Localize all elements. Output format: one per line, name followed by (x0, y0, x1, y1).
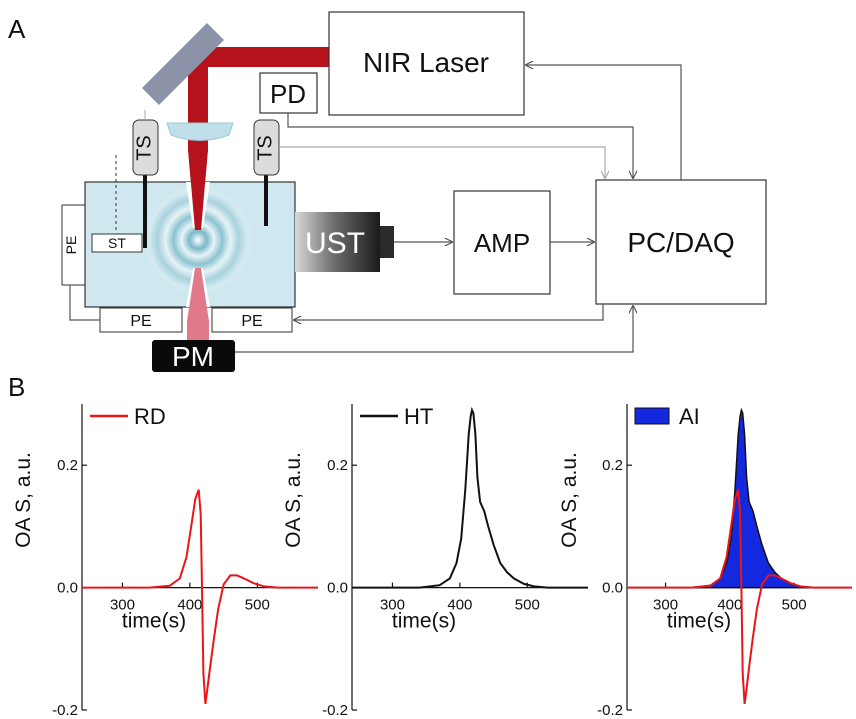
legend-label: HT (404, 404, 433, 429)
legend-label: AI (679, 404, 700, 429)
pc-daq-label: PC/DAQ (627, 227, 734, 258)
y-tick-label: 0.2 (327, 457, 348, 474)
y-axis-label: OA S, a.u. (282, 452, 305, 548)
pe-side-label: PE (63, 236, 79, 255)
pe-bottom-left-label: PE (130, 313, 151, 330)
panel-a-label: A (8, 14, 26, 44)
x-axis-label: time(s) (122, 610, 186, 633)
legend-label: RD (134, 404, 166, 429)
pe-bottom-right-label: PE (241, 313, 262, 330)
chart-rd: -0.2 0.0 0.2 300 400 500 time(s) OA S, a.u. RD (12, 404, 318, 719)
mirror (141, 22, 225, 106)
st-box (91, 233, 143, 253)
series-line-rd-overlay (627, 489, 852, 705)
y-tick-label: 0.0 (57, 580, 78, 597)
lens (166, 122, 234, 141)
pd-label: PD (270, 79, 306, 109)
chart-ai: -0.2 0.0 0.2 300 400 500 time(s) OA S, a.u. AI (558, 404, 852, 719)
ust-transducer (295, 212, 380, 272)
x-tick-label: 300 (380, 597, 405, 614)
x-tick-label: 400 (447, 597, 472, 614)
x-tick-label: 300 (110, 597, 135, 614)
x-axis-label: time(s) (667, 610, 731, 633)
nir-laser-label: NIR Laser (363, 47, 489, 78)
acoustic-wave-rings (140, 182, 256, 298)
series-line-ht (352, 406, 588, 589)
x-tick-label: 300 (653, 597, 678, 614)
ust-tip (380, 226, 394, 258)
pc-daq-box (595, 179, 767, 305)
x-axis-label: time(s) (392, 610, 456, 633)
y-tick-label: 0.0 (602, 580, 623, 597)
y-axis-label: OA S, a.u. (12, 452, 35, 548)
x-tick-label: 500 (245, 597, 270, 614)
st-label: ST (108, 235, 126, 251)
x-tick-label: 500 (515, 597, 540, 614)
amp-label: AMP (474, 228, 530, 258)
ts-left-label: TS (133, 135, 155, 161)
pe-bottom-right-box (211, 307, 293, 333)
y-tick-label: -0.2 (597, 702, 623, 719)
y-tick-label: -0.2 (322, 702, 348, 719)
x-tick-label: 400 (717, 597, 742, 614)
panel-b-label: B (8, 372, 25, 402)
chart-ht: -0.2 0.0 0.2 300 400 500 time(s) OA S, a.u. HT (282, 404, 588, 719)
ust-label: UST (305, 227, 365, 260)
pm-label: PM (172, 341, 214, 372)
connection-lines (69, 65, 682, 353)
x-tick-label: 400 (177, 597, 202, 614)
legend-swatch (634, 407, 670, 425)
ts-to-pcdaq-line (279, 146, 605, 178)
y-axis-label: OA S, a.u. (558, 452, 581, 548)
series-line-rd (82, 489, 318, 705)
x-tick-label: 500 (782, 597, 807, 614)
y-tick-label: 0.2 (57, 457, 78, 474)
panel-a-setup-diagram: A NIR Laser PD PC/DAQ AMP PE (8, 11, 767, 372)
y-tick-label: -0.2 (52, 702, 78, 719)
pe-bottom-left-box (99, 307, 183, 333)
nir-laser-box (328, 11, 525, 116)
pm-box (152, 340, 235, 372)
ts-right-label: TS (254, 135, 276, 161)
y-tick-label: 0.0 (327, 580, 348, 597)
y-tick-label: 0.2 (602, 457, 623, 474)
